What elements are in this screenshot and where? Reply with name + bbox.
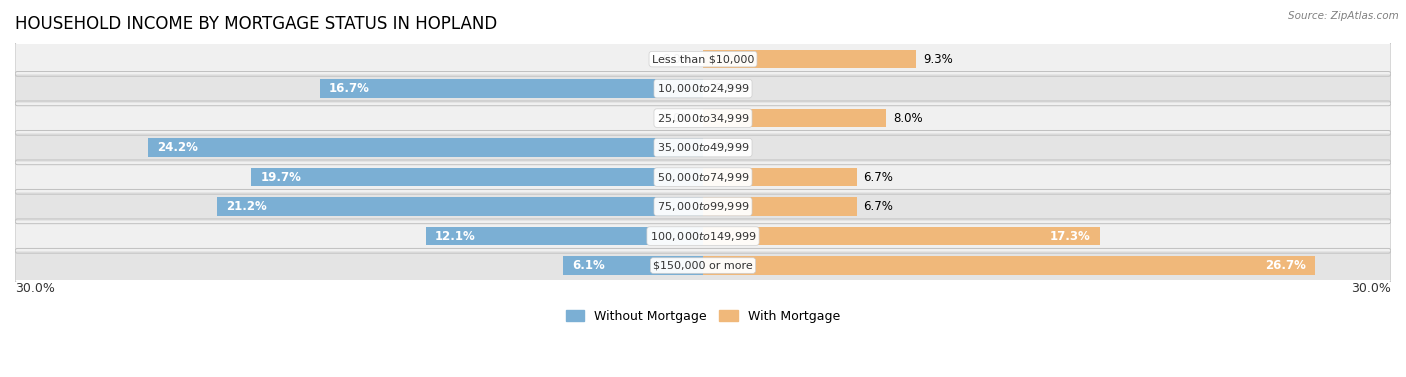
Text: 6.1%: 6.1% xyxy=(572,259,605,272)
Text: $35,000 to $49,999: $35,000 to $49,999 xyxy=(657,141,749,154)
Text: 9.3%: 9.3% xyxy=(924,53,953,66)
Bar xyxy=(15,192,1391,221)
Text: 19.7%: 19.7% xyxy=(260,170,301,184)
Text: 16.7%: 16.7% xyxy=(329,82,370,95)
Bar xyxy=(15,44,1391,74)
Text: 30.0%: 30.0% xyxy=(1351,282,1391,295)
Text: 6.7%: 6.7% xyxy=(863,170,893,184)
Bar xyxy=(15,103,1391,133)
Bar xyxy=(703,168,856,186)
Bar xyxy=(703,256,1316,275)
Bar xyxy=(15,162,1391,192)
Text: 17.3%: 17.3% xyxy=(1050,230,1091,242)
Legend: Without Mortgage, With Mortgage: Without Mortgage, With Mortgage xyxy=(561,305,845,328)
Text: 6.7%: 6.7% xyxy=(863,200,893,213)
Bar xyxy=(15,74,1391,103)
Bar xyxy=(564,256,703,275)
Bar xyxy=(15,221,1391,251)
Text: Less than $10,000: Less than $10,000 xyxy=(652,54,754,64)
Text: 0.0%: 0.0% xyxy=(714,141,744,154)
Bar xyxy=(148,138,703,157)
Bar xyxy=(703,227,1099,245)
Bar xyxy=(321,80,703,98)
Text: 0.0%: 0.0% xyxy=(662,53,692,66)
Bar xyxy=(217,198,703,216)
Text: $10,000 to $24,999: $10,000 to $24,999 xyxy=(657,82,749,95)
Text: 30.0%: 30.0% xyxy=(15,282,55,295)
Bar xyxy=(15,133,1391,162)
Text: 24.2%: 24.2% xyxy=(157,141,198,154)
Text: 12.1%: 12.1% xyxy=(434,230,475,242)
Text: HOUSEHOLD INCOME BY MORTGAGE STATUS IN HOPLAND: HOUSEHOLD INCOME BY MORTGAGE STATUS IN H… xyxy=(15,15,498,33)
Text: $150,000 or more: $150,000 or more xyxy=(654,261,752,271)
Text: 8.0%: 8.0% xyxy=(893,112,922,124)
Text: $100,000 to $149,999: $100,000 to $149,999 xyxy=(650,230,756,242)
Bar xyxy=(252,168,703,186)
Text: $25,000 to $34,999: $25,000 to $34,999 xyxy=(657,112,749,124)
Bar xyxy=(703,50,917,68)
Text: $50,000 to $74,999: $50,000 to $74,999 xyxy=(657,170,749,184)
Text: Source: ZipAtlas.com: Source: ZipAtlas.com xyxy=(1288,11,1399,21)
Bar xyxy=(426,227,703,245)
Text: $75,000 to $99,999: $75,000 to $99,999 xyxy=(657,200,749,213)
Text: 0.0%: 0.0% xyxy=(714,82,744,95)
Bar xyxy=(703,109,886,127)
Bar xyxy=(703,198,856,216)
Text: 0.0%: 0.0% xyxy=(662,112,692,124)
Text: 21.2%: 21.2% xyxy=(226,200,267,213)
Bar xyxy=(15,251,1391,280)
Text: 26.7%: 26.7% xyxy=(1265,259,1306,272)
